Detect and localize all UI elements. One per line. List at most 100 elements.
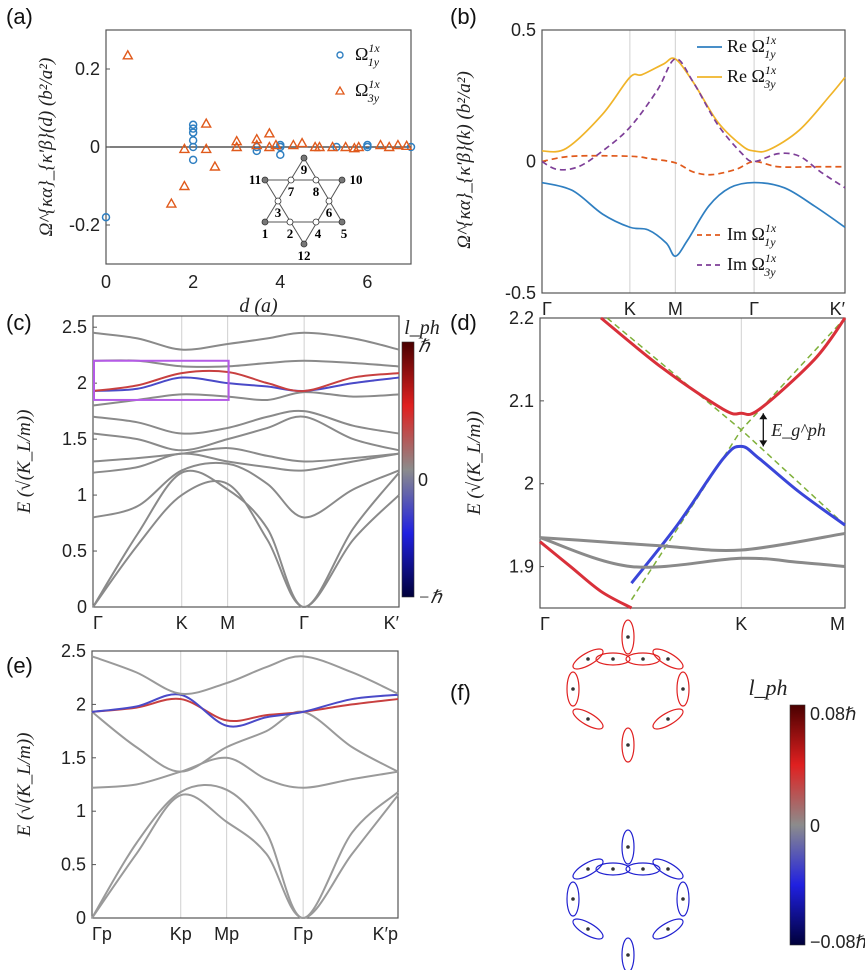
panel-e-ytick-label: 1.5 [61,748,86,768]
kagome-site-label: 10 [350,172,363,187]
gap-arrow-head [759,440,768,447]
panel-a-point-triangle [313,141,326,152]
panel-d-xtick-label: K [735,614,747,634]
panel-e-band [91,693,399,728]
kagome-site [338,218,346,226]
panel-a-point-triangle [374,139,387,150]
phonon-orbit [621,937,635,970]
panel-b-xtick-label: Γ [749,299,759,319]
panel-e-ylabel: E (√(K_L/m)) [14,733,35,838]
atom-site [571,897,575,901]
orbits-negative [566,829,690,970]
panel-e-ytick-label: 2 [76,694,86,714]
panel-a-point-triangle [178,180,191,191]
panel-b-ytick-label: 0 [526,152,536,172]
kagome-site [287,176,295,184]
colorbar-f [789,704,806,946]
panel-a-ytick-label: -0.2 [69,215,100,235]
panel-a-xtick-label: 4 [275,272,285,292]
panel-c-xtick-label: Γ [93,613,103,633]
atom-site [681,687,685,691]
panel-a-point-circle [276,150,285,160]
panel-a-point-circle [406,142,416,152]
panel-c-ytick-label: 2 [77,373,87,393]
atom-site [611,657,615,661]
colorbar-f-mid-label: 0 [810,816,820,836]
atom-site [586,927,590,931]
legend-entry: Im Ω1x 1y [727,221,777,249]
kagome-site-label: 8 [313,184,320,199]
atom-site [586,867,590,871]
panel-label-a: (a) [6,4,33,29]
phonon-orbit [572,858,604,880]
panel-b-ytick-label: -0.5 [505,283,536,303]
atom-site [666,867,670,871]
colorbar-f-bottom-label: −0.08ℏ [810,932,865,952]
kagome-site [325,197,333,205]
phonon-orbit [566,671,580,707]
colorbar-c-top-label: ℏ [418,336,431,356]
panel-c-ytick-label: 0.5 [62,541,87,561]
panel-a-point-triangle [200,117,212,128]
panel-d-band [539,536,846,569]
panel-b-ylabel: Ω^{κα}_{κ'β}(k) (b²/a²) [454,71,475,249]
atom-site [666,717,670,721]
atom-site [626,743,630,747]
panel-a-point-triangle [122,49,134,60]
panel-e-ytick-label: 0.5 [61,855,86,875]
panel-e-band [91,655,399,695]
panel-c-ytick-label: 0 [77,597,87,617]
panel-a-point-triangle [392,139,404,150]
dirac-cone-dashed [630,317,846,601]
panel-c-band [92,461,400,519]
panel-e-xtick-label: K′p [373,924,398,944]
kagome-site-label: 4 [315,226,322,241]
kagome-bond [264,179,305,245]
panel-e-xtick-label: Γp [92,924,112,944]
panel-c-band [92,480,400,609]
panel-b-series-im-1y [541,154,845,176]
panel-a-point-triangle [339,141,352,152]
panel-c-ylabel: E (√(K_L/m)) [14,410,35,515]
atom-site [626,953,630,957]
phonon-orbit [652,648,684,670]
panel-a-point-triangle [165,197,178,208]
panel-c-band [92,447,400,463]
panel-a-ytick-label: 0.2 [75,59,100,79]
panel-d-ytick-label: 2.1 [509,391,534,411]
panel-e-ytick-label: 2.5 [61,641,86,661]
panel-c-ytick-label: 1 [77,485,87,505]
panel-a-point-triangle [270,139,282,150]
panel-label-c: (c) [6,310,32,335]
panel-b-xtick-label: K′ [830,299,846,319]
panel-c-band [92,469,400,609]
kagome-site [338,176,346,184]
panel-a-point-triangle [178,143,191,154]
phonon-orbit [625,862,661,876]
panel-c-band [92,415,400,452]
panel-a-point-circle [101,212,111,222]
panel-a-point-triangle [231,141,243,152]
panel-c-band [92,452,400,474]
legend-marker-triangle [334,85,346,95]
legend-entry: Re Ω1x 1y [727,33,777,61]
atom-site [626,845,630,849]
panel-b-xtick-label: K [624,299,636,319]
atom-site [586,717,590,721]
phonon-orbit [566,881,580,917]
panel-b-xtick-label: Γ [542,299,552,319]
kagome-site [312,218,320,226]
panel-a-ytick-label: 0 [90,137,100,157]
orbits-positive [566,619,690,763]
kagome-site-label: 1 [262,226,269,241]
panel-a-xtick-label: 2 [188,272,198,292]
panel-d-ytick-label: 2 [524,474,534,494]
panel-c-band [92,391,400,407]
panel-d-ytick-label: 2.2 [509,308,534,328]
highlight-box [93,359,230,401]
phonon-orbit [572,648,604,670]
panel-d-frame [539,317,846,609]
